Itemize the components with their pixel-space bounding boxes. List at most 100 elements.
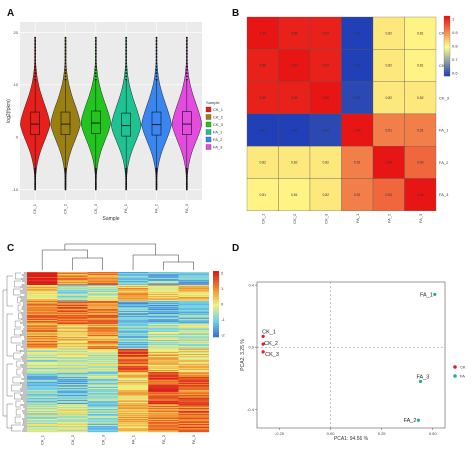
row-dendrogram-branch	[6, 403, 13, 429]
correlation-cell-value: 0.81	[291, 193, 298, 197]
expression-cell	[148, 369, 179, 371]
violin-legend-swatch	[205, 121, 212, 128]
correlation-cell	[246, 146, 279, 179]
expression-cell	[178, 429, 209, 431]
expression-cell	[87, 337, 119, 339]
expression-cell	[148, 313, 179, 315]
violin-outlier	[185, 175, 188, 178]
expression-cell	[148, 315, 179, 317]
expression-cell	[27, 408, 58, 410]
violin-outlier	[125, 40, 128, 42]
expression-cell	[27, 405, 58, 407]
violin-outlier	[94, 172, 97, 175]
expression-cell	[117, 367, 149, 369]
correlation-colorbar-step	[444, 34, 450, 37]
expression-cell	[27, 384, 58, 386]
expression-cell	[178, 297, 209, 299]
expression-cell	[27, 348, 58, 350]
expression-cell	[57, 415, 88, 417]
violin-outlier	[94, 177, 97, 180]
expression-cell	[57, 422, 88, 424]
expression-cell	[87, 346, 119, 348]
correlation-cell	[278, 49, 311, 82]
expression-cell	[148, 402, 179, 404]
panel-label-d: D	[232, 243, 239, 254]
expression-cell	[87, 427, 119, 429]
expression-cell	[148, 407, 179, 409]
violin-outlier	[185, 183, 188, 186]
expression-cell	[27, 373, 58, 375]
expression-cell	[117, 322, 149, 324]
expression-cell	[57, 301, 88, 303]
expression-cell	[117, 348, 149, 350]
expression-cell	[57, 420, 88, 422]
expression-cell	[178, 404, 209, 406]
expression-cell	[178, 341, 209, 343]
correlation-cell	[246, 49, 279, 82]
expression-cell	[87, 420, 119, 422]
violin-outlier	[125, 180, 128, 183]
expression-cell	[87, 353, 119, 355]
expression-cell	[87, 349, 119, 351]
expression-cell	[27, 326, 58, 328]
expression-cell	[57, 429, 88, 431]
expression-cell	[87, 310, 119, 312]
expression-cell	[178, 413, 209, 415]
expression-colorbar-tick: 1	[221, 286, 224, 291]
violin-outlier	[185, 49, 188, 52]
expression-cell	[57, 327, 88, 329]
row-dendrogram-branch	[24, 380, 27, 382]
violin-outlier	[185, 62, 188, 65]
expression-cell	[57, 310, 88, 312]
expression-cell	[117, 383, 149, 385]
expression-cell	[27, 347, 58, 349]
expression-cell	[27, 387, 58, 389]
expression-cell	[57, 375, 88, 377]
panel-label-b: B	[232, 8, 239, 19]
expression-cell	[87, 334, 119, 336]
expression-cell	[178, 303, 209, 305]
expression-cell	[117, 288, 149, 290]
expression-cell	[57, 349, 88, 351]
expression-cell	[148, 283, 179, 285]
violin-outlier	[155, 65, 158, 68]
violin-outlier	[64, 174, 67, 176]
expression-cell	[178, 310, 209, 312]
expression-cell	[27, 331, 58, 333]
expression-cell	[117, 403, 149, 405]
pca-point	[418, 379, 423, 384]
expression-cell	[117, 349, 149, 351]
expression-cell	[178, 401, 209, 403]
expression-cell	[57, 272, 88, 274]
row-dendrogram-branch	[20, 388, 27, 390]
violin-outlier	[185, 185, 188, 188]
expression-cell	[148, 296, 179, 298]
expression-cell	[57, 419, 88, 421]
correlation-cell-value: 0.99	[259, 64, 266, 68]
expression-cell	[117, 278, 149, 280]
expression-cell	[27, 298, 58, 300]
expression-cell	[117, 378, 149, 380]
pca-point-label: FA_3	[416, 374, 429, 380]
violin-outlier	[155, 175, 158, 178]
expression-cell	[178, 306, 209, 308]
row-dendrogram-branch	[22, 370, 27, 372]
violin-outlier	[34, 187, 37, 189]
expression-cell	[117, 335, 149, 337]
row-dendrogram-branch	[21, 314, 27, 316]
row-dendrogram-branch	[22, 280, 27, 282]
correlation-cell	[372, 16, 405, 50]
row-dendrogram-branch	[21, 398, 27, 400]
expression-cell	[178, 427, 209, 429]
expression-cell	[148, 408, 179, 410]
expression-cell	[87, 331, 119, 333]
expression-column-label: FA_1	[131, 434, 136, 444]
expression-cell	[148, 329, 179, 331]
row-dendrogram-branch	[11, 384, 21, 392]
expression-cell	[87, 376, 119, 378]
correlation-cell	[341, 81, 374, 115]
correlation-colorbar-step	[444, 16, 450, 19]
expression-cell	[57, 398, 88, 400]
expression-cell	[178, 399, 209, 401]
expression-cell	[27, 336, 58, 338]
